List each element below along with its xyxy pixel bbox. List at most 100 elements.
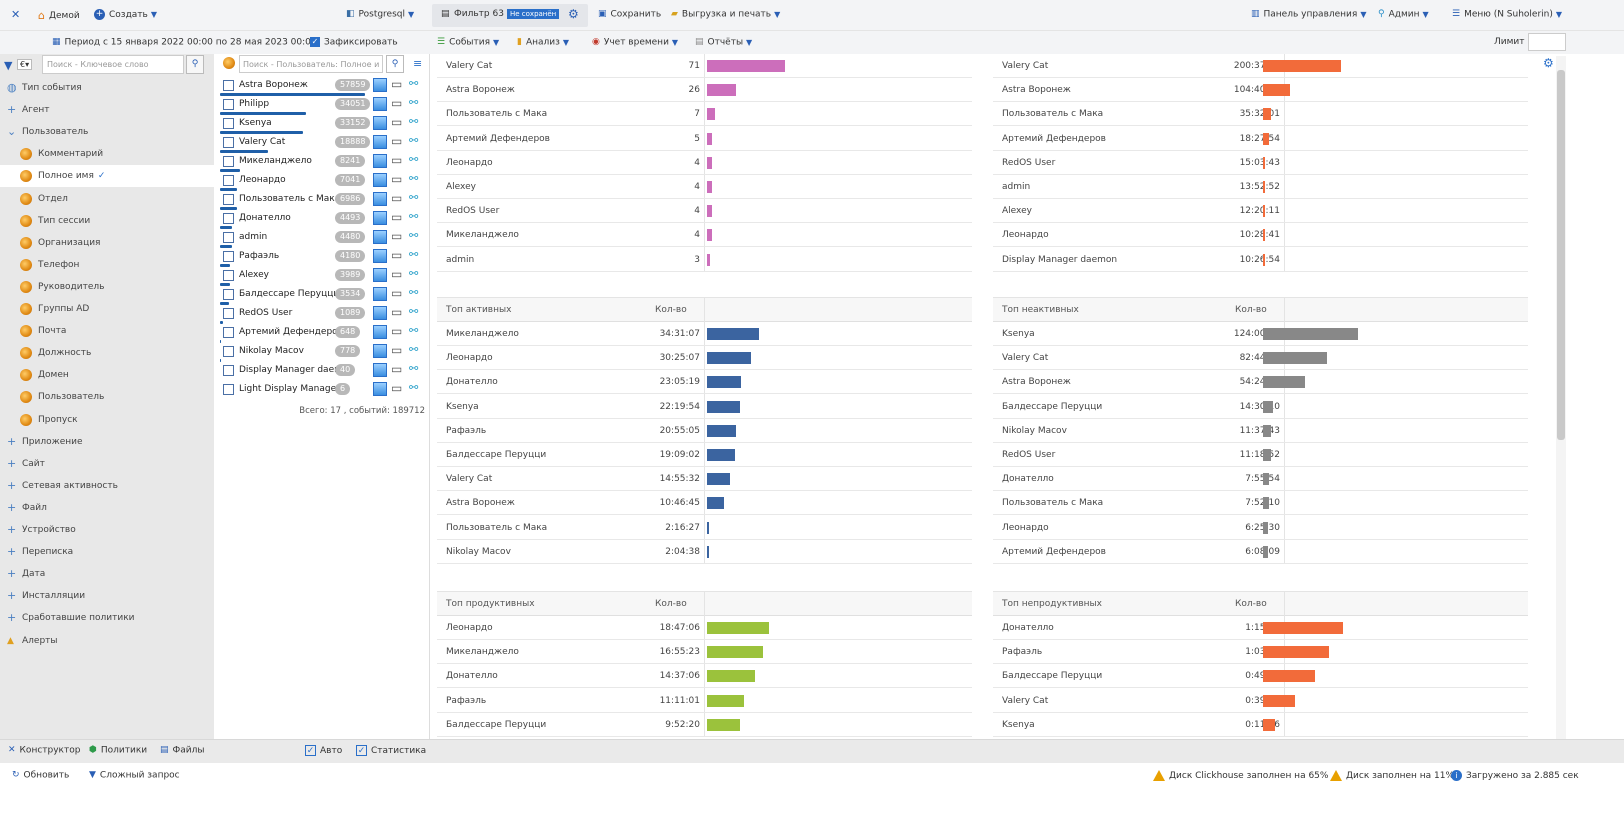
calendar-icon[interactable] xyxy=(373,78,387,92)
panel-row[interactable]: Display Manager daemon 10:26:54 xyxy=(993,248,1528,272)
tree-item[interactable]: Тип сессии xyxy=(0,210,214,232)
tree-item[interactable]: Почта xyxy=(0,320,214,342)
filter-tab[interactable]: ▤ Фильтр 63 Не сохранён ⚙ xyxy=(432,4,588,27)
user-checkbox[interactable] xyxy=(223,232,234,243)
analysis-menu[interactable]: ▮ Анализ ▼ xyxy=(517,37,570,48)
panel-row[interactable]: Ksenya 0:11:16 xyxy=(993,713,1528,737)
tree-item[interactable]: + Устройство xyxy=(0,519,214,541)
calendar-icon[interactable] xyxy=(373,382,387,396)
scrollbar[interactable] xyxy=(1556,56,1566,739)
user-checkbox[interactable] xyxy=(223,118,234,129)
panel-row[interactable]: Леонардо 4 xyxy=(437,151,972,175)
user-link-icon[interactable]: ⚯ xyxy=(409,96,419,109)
panel-row[interactable]: Балдессаре Перуцци 19:09:02 xyxy=(437,443,972,467)
user-checkbox[interactable] xyxy=(223,384,234,395)
tree-item[interactable]: Пользователь xyxy=(0,386,214,408)
tree-item[interactable]: Должность xyxy=(0,342,214,364)
tree-item[interactable]: Организация xyxy=(0,232,214,254)
user-row[interactable]: Ksenya 33152 ▭ ⚯ xyxy=(220,114,425,134)
panel-row[interactable]: Valery Cat 14:55:32 xyxy=(437,467,972,492)
user-checkbox[interactable] xyxy=(223,308,234,319)
user-link-icon[interactable]: ⚯ xyxy=(409,362,419,375)
user-link-icon[interactable]: ⚯ xyxy=(409,305,419,318)
panel-row[interactable]: Valery Cat 200:37:21 xyxy=(993,54,1528,78)
user-row[interactable]: Display Manager daemon 40 ▭ ⚯ xyxy=(220,361,425,380)
panel-row[interactable]: Донателло 23:05:19 xyxy=(437,370,972,395)
user-checkbox[interactable] xyxy=(223,175,234,186)
panel-row[interactable]: Ksenya 22:19:54 xyxy=(437,395,972,419)
user-link-icon[interactable]: ⚯ xyxy=(409,172,419,185)
tree-item[interactable]: + Агент xyxy=(0,99,214,121)
tree-item[interactable]: Группы AD xyxy=(0,298,214,320)
panel-row[interactable]: Леонардо 10:28:41 xyxy=(993,223,1528,248)
refresh-button[interactable]: ↻ Обновить xyxy=(12,770,70,781)
limit-input[interactable] xyxy=(1528,33,1566,51)
tree-item[interactable]: ⌄ Пользователь xyxy=(0,121,214,143)
user-checkbox[interactable] xyxy=(223,137,234,148)
filter-type-dropdown[interactable]: ▼ €▾ xyxy=(3,56,41,74)
tree-item[interactable]: Комментарий xyxy=(0,143,214,165)
user-checkbox[interactable] xyxy=(223,270,234,281)
user-row[interactable]: admin 4480 ▭ ⚯ xyxy=(220,228,425,248)
monitor-icon[interactable]: ▭ xyxy=(391,115,403,129)
panel-row[interactable]: Рафаэль 1:03:22 xyxy=(993,640,1528,665)
calendar-icon[interactable] xyxy=(373,230,387,244)
complex-query-button[interactable]: ▼ Сложный запрос xyxy=(89,770,180,781)
panel-row[interactable]: admin 3 xyxy=(437,248,972,272)
user-link-icon[interactable]: ⚯ xyxy=(409,115,419,128)
dashboard-button[interactable]: ▥ Панель управления ▼ xyxy=(1251,9,1367,20)
panel-row[interactable]: Артемий Дефендеров 6:08:09 xyxy=(993,540,1528,564)
user-checkbox[interactable] xyxy=(223,327,234,338)
tree-item[interactable]: + Приложение xyxy=(0,431,214,453)
user-checkbox[interactable] xyxy=(223,80,234,91)
panel-row[interactable]: Valery Cat 0:39:32 xyxy=(993,689,1528,713)
user-checkbox[interactable] xyxy=(223,251,234,262)
monitor-icon[interactable]: ▭ xyxy=(391,324,403,338)
db-selector[interactable]: ◧ Postgresql ▼ xyxy=(346,9,415,20)
tree-item[interactable]: + Дата xyxy=(0,563,214,585)
panel-row[interactable]: Пользователь с Мака 7:52:10 xyxy=(993,491,1528,516)
calendar-icon[interactable] xyxy=(373,97,387,111)
panel-row[interactable]: Valery Cat 71 xyxy=(437,54,972,78)
panel-row[interactable]: Леонардо 6:25:30 xyxy=(993,516,1528,540)
calendar-icon[interactable] xyxy=(373,154,387,168)
search-icon[interactable]: ⚲ xyxy=(386,55,404,73)
monitor-icon[interactable]: ▭ xyxy=(391,381,403,395)
user-row[interactable]: Astra Воронеж 57859 ▭ ⚯ xyxy=(220,76,425,96)
panel-row[interactable]: Astra Воронеж 10:46:45 xyxy=(437,491,972,516)
monitor-icon[interactable]: ▭ xyxy=(391,96,403,110)
user-checkbox[interactable] xyxy=(223,99,234,110)
panel-row[interactable]: Балдессаре Перуцци 14:30:10 xyxy=(993,395,1528,419)
calendar-icon[interactable] xyxy=(373,268,387,282)
panel-row[interactable]: Nikolay Macov 2:04:38 xyxy=(437,540,972,564)
user-link-icon[interactable]: ⚯ xyxy=(409,343,419,356)
scrollbar-thumb[interactable] xyxy=(1557,70,1565,440)
panel-row[interactable]: Балдессаре Перуцци 0:49:10 xyxy=(993,664,1528,689)
tree-item[interactable]: Полное имя ✓ xyxy=(0,165,214,188)
user-checkbox[interactable] xyxy=(223,346,234,357)
user-link-icon[interactable]: ⚯ xyxy=(409,191,419,204)
tree-item[interactable]: + Переписка xyxy=(0,541,214,563)
user-checkbox[interactable] xyxy=(223,289,234,300)
user-link-icon[interactable]: ⚯ xyxy=(409,286,419,299)
list-view-icon[interactable]: ≡ xyxy=(413,57,423,70)
tree-item[interactable]: Пропуск xyxy=(0,409,214,431)
user-row[interactable]: Донателло 4493 ▭ ⚯ xyxy=(220,209,425,229)
panel-row[interactable]: Alexey 4 xyxy=(437,175,972,199)
tree-item[interactable]: ▲ Алерты xyxy=(0,630,214,652)
tree-item[interactable]: + Сработавшие политики xyxy=(0,607,214,629)
policies-tab[interactable]: ⬢ Политики xyxy=(89,745,148,756)
panel-row[interactable]: Astra Воронеж 104:40:38 xyxy=(993,78,1528,103)
calendar-icon[interactable] xyxy=(373,287,387,301)
panel-row[interactable]: Alexey 12:20:11 xyxy=(993,199,1528,224)
user-row[interactable]: Рафаэль 4180 ▭ ⚯ xyxy=(220,247,425,267)
panel-row[interactable]: Nikolay Macov 11:37:43 xyxy=(993,419,1528,443)
calendar-icon[interactable] xyxy=(373,135,387,149)
panel-row[interactable]: Донателло 14:37:06 xyxy=(437,664,972,689)
panel-row[interactable]: Рафаэль 11:11:01 xyxy=(437,689,972,713)
user-search-input[interactable]: Поиск - Пользователь: Полное и xyxy=(239,55,383,73)
panel-row[interactable]: Леонардо 18:47:06 xyxy=(437,616,972,640)
panel-row[interactable]: Артемий Дефендеров 18:27:54 xyxy=(993,127,1528,151)
user-row[interactable]: Alexey 3989 ▭ ⚯ xyxy=(220,266,425,286)
search-icon[interactable]: ⚲ xyxy=(186,55,204,74)
